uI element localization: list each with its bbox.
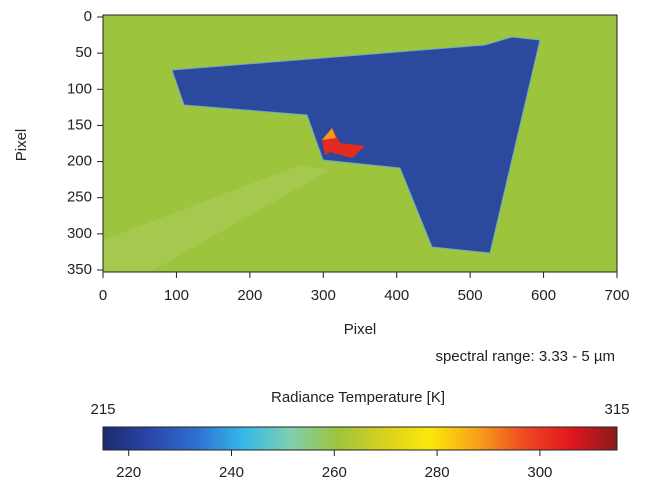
y-tick-label: 50	[75, 44, 92, 61]
colorbar-max: 315	[604, 401, 629, 418]
y-tick-label: 300	[67, 225, 92, 242]
y-tick-label: 200	[67, 153, 92, 170]
colorbar-title: Radiance Temperature [K]	[271, 389, 445, 406]
x-tick-label: 200	[237, 287, 262, 304]
chart: Pixel Pixel spectral range: 3.33 - 5 µm …	[0, 0, 648, 488]
colorbar	[103, 427, 617, 450]
colorbar-tick-label: 260	[322, 464, 347, 481]
x-tick-label: 700	[604, 287, 629, 304]
colorbar-tick-label: 240	[219, 464, 244, 481]
y-tick-label: 0	[84, 8, 92, 25]
colorbar-min: 215	[90, 401, 115, 418]
x-tick-label: 600	[531, 287, 556, 304]
x-axis-label: Pixel	[344, 321, 377, 338]
annotation: spectral range: 3.33 - 5 µm	[435, 348, 615, 365]
heatmap-image	[103, 15, 617, 272]
x-tick-label: 300	[311, 287, 336, 304]
colorbar-tick-label: 220	[116, 464, 141, 481]
x-tick-label: 400	[384, 287, 409, 304]
x-tick-label: 0	[99, 287, 107, 304]
colorbar-tick-label: 300	[527, 464, 552, 481]
y-axis-label: Pixel	[13, 129, 30, 162]
x-tick-label: 100	[164, 287, 189, 304]
y-tick-label: 250	[67, 189, 92, 206]
colorbar-tick-label: 280	[425, 464, 450, 481]
y-tick-label: 350	[67, 261, 92, 278]
x-tick-label: 500	[458, 287, 483, 304]
y-tick-label: 150	[67, 116, 92, 133]
y-tick-label: 100	[67, 80, 92, 97]
